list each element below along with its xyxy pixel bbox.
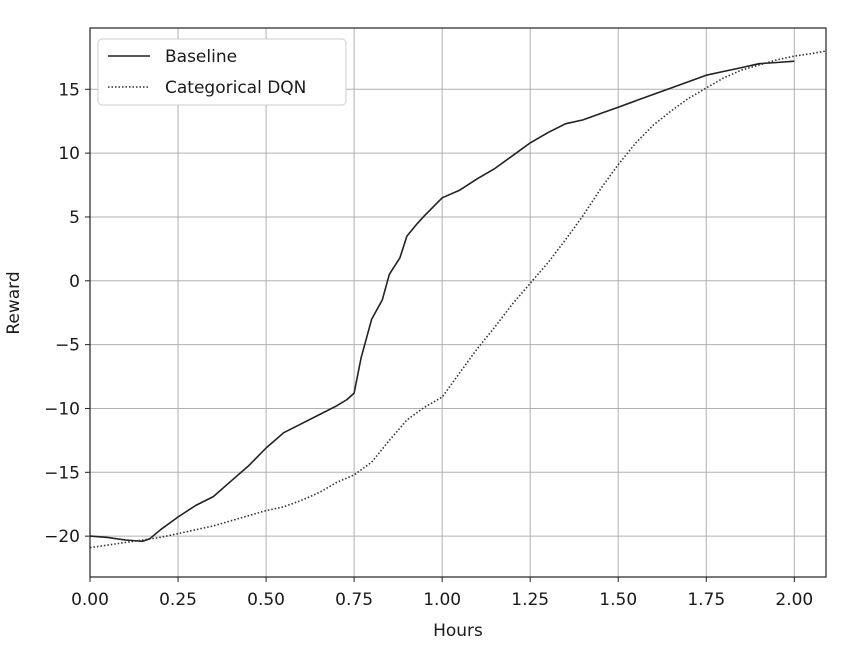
y-tick-label: −15 xyxy=(44,463,80,483)
legend-label-baseline: Baseline xyxy=(165,47,237,67)
x-tick-label: 1.75 xyxy=(687,590,725,610)
y-tick-label: 10 xyxy=(58,144,80,164)
axis-ticks: 0.00 0.25 0.50 0.75 1.00 1.25 1.50 1.75 2.00 −20 −… xyxy=(44,80,813,610)
plot-background xyxy=(90,28,826,577)
y-tick-label: 15 xyxy=(58,80,80,100)
y-tick-label: −5 xyxy=(55,336,80,356)
series-lines xyxy=(90,50,826,549)
y-tick-label: −10 xyxy=(44,399,80,419)
x-tick-label: 1.00 xyxy=(423,590,461,610)
y-axis-label: Reward xyxy=(4,271,24,334)
x-tick-label: 1.50 xyxy=(599,590,637,610)
x-tick-label: 1.25 xyxy=(511,590,549,610)
x-tick-label: 0.25 xyxy=(159,590,197,610)
plot-frame xyxy=(89,27,827,578)
series-line-baseline xyxy=(90,60,795,543)
legend-box xyxy=(97,38,347,106)
y-tick-label: −20 xyxy=(44,527,80,547)
x-axis-label: Hours xyxy=(433,621,483,641)
series-line-categorical-dqn xyxy=(90,50,826,549)
x-tick-label: 0.50 xyxy=(247,590,285,610)
legend: Baseline Categorical DQN xyxy=(97,38,347,106)
y-tick-label: 5 xyxy=(69,208,80,228)
y-tick-label: 0 xyxy=(69,272,80,292)
legend-label-categorical-dqn: Categorical DQN xyxy=(165,78,306,98)
x-tick-label: 0.75 xyxy=(335,590,373,610)
x-tick-label: 2.00 xyxy=(775,590,813,610)
x-tick-label: 0.00 xyxy=(71,590,109,610)
grid-lines xyxy=(89,28,826,577)
